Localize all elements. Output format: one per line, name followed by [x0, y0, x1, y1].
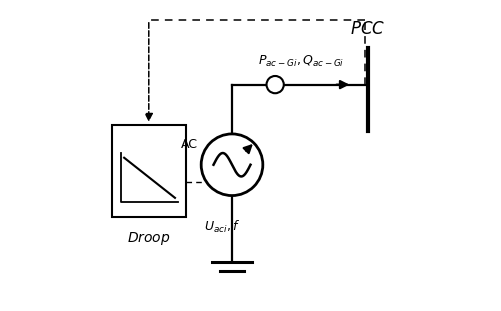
Circle shape	[201, 134, 263, 196]
Text: $U_{aci}, f$: $U_{aci}, f$	[204, 219, 241, 235]
Circle shape	[267, 76, 284, 93]
Text: $PCC$: $PCC$	[350, 21, 385, 38]
Text: $P_{ac-Gi}, Q_{ac-Gi}$: $P_{ac-Gi}, Q_{ac-Gi}$	[258, 54, 345, 69]
Bar	[112, 125, 186, 217]
Text: $Droop$: $Droop$	[127, 230, 170, 247]
Text: AC: AC	[181, 138, 198, 151]
